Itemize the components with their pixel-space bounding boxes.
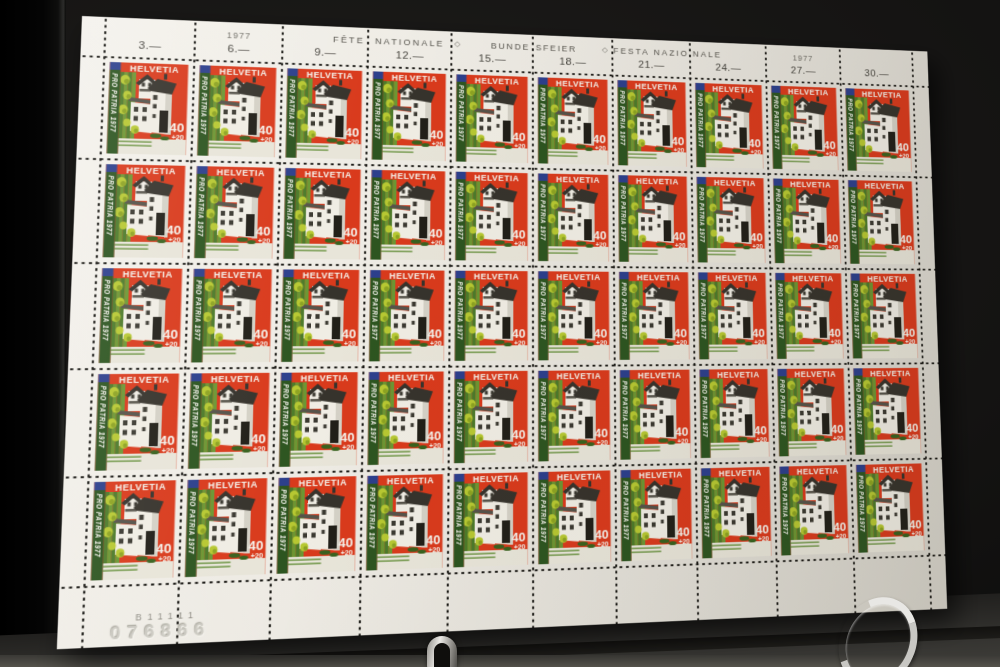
stamp	[278, 163, 367, 265]
stamp	[694, 364, 774, 463]
stamp	[360, 469, 448, 577]
header-column: 1977 27.—	[766, 45, 841, 84]
header-inscription: FESTA NAZIO	[612, 46, 690, 60]
stamp	[179, 473, 273, 584]
header-price-label: 27.—	[766, 65, 841, 80]
stamp	[843, 176, 919, 270]
header-column: 30.—	[840, 48, 914, 87]
stamp	[449, 366, 533, 469]
stamp	[97, 159, 192, 264]
stamp	[770, 268, 848, 364]
stamp	[848, 363, 926, 460]
stamp	[841, 84, 917, 177]
control-number: 076866	[110, 619, 211, 644]
stamp	[366, 67, 451, 167]
stamp	[451, 70, 533, 169]
perforation-line	[531, 35, 535, 628]
header-column: 1977 6.—	[194, 21, 283, 64]
stamp	[690, 78, 768, 174]
header-inscription: NALE	[690, 49, 766, 62]
header-column: 3.—	[104, 17, 195, 60]
stamp	[185, 264, 278, 369]
header-inscription: ◇ BUNDE	[451, 40, 532, 54]
header-column: NALE 24.—	[690, 41, 767, 81]
stamp	[615, 464, 697, 568]
stamp	[362, 367, 449, 471]
stamp	[271, 471, 362, 580]
stamp	[692, 172, 771, 268]
stamp	[182, 368, 275, 475]
diamond-icon: ◇	[454, 40, 462, 51]
header-column: FESTA NAZIO 21.—	[612, 38, 690, 78]
header-price-label: 30.—	[840, 67, 913, 82]
stamp	[363, 265, 449, 367]
header-price-label: 12.—	[368, 49, 452, 65]
header-inscription: NATIONALE	[368, 36, 451, 50]
header-price-label: 24.—	[690, 62, 766, 77]
header-column: SFEIER ◇ 18.—	[533, 35, 613, 76]
album-spine	[0, 0, 66, 667]
header-inscription: 1977	[195, 29, 283, 44]
stamp	[449, 266, 533, 367]
header-inscription-part: BUNDE	[491, 41, 530, 53]
stamp	[450, 167, 533, 267]
header-price-label: 21.—	[612, 59, 690, 74]
header-price-label: 18.—	[533, 56, 613, 72]
stamp	[275, 265, 364, 368]
header-column: FÊTE 9.—	[282, 24, 368, 66]
stamp	[772, 364, 851, 462]
stamp	[93, 263, 189, 369]
header-inscription-part: SFEIER	[536, 43, 577, 55]
stamp	[89, 368, 186, 477]
stamp	[613, 75, 692, 172]
stamp	[273, 367, 363, 473]
stamp	[693, 268, 772, 365]
stamp	[766, 81, 843, 176]
header-price-label: 6.—	[194, 42, 282, 58]
stamp	[280, 63, 368, 165]
stamp	[696, 462, 777, 564]
stamp	[365, 165, 451, 266]
stamp	[614, 267, 695, 365]
stamp	[846, 269, 923, 364]
binder-ring	[427, 636, 457, 667]
stamp-sheet: 3.— 1977 6.— FÊTE 9.— NATIONALE 12.— ◇ BUNDE 15.—…	[57, 16, 947, 649]
stamp	[533, 366, 615, 468]
header-price-label: 9.—	[282, 46, 368, 62]
stamp	[774, 460, 853, 561]
header-column: NATIONALE 12.—	[368, 28, 452, 70]
header-inscription: SFEIER ◇	[533, 43, 613, 57]
stamp	[188, 161, 280, 264]
stamp	[533, 169, 614, 267]
diamond-icon: ◇	[602, 46, 610, 57]
stamp	[101, 57, 195, 161]
stamp	[533, 466, 616, 571]
sheet-top-margin: 3.— 1977 6.— FÊTE 9.— NATIONALE 12.— ◇ BUNDE 15.—…	[82, 16, 927, 51]
header-inscription: 1977	[766, 52, 840, 65]
stamp	[613, 171, 693, 268]
stamp	[533, 267, 615, 367]
stamp	[768, 174, 845, 269]
stamp	[615, 365, 696, 466]
stamp	[84, 475, 182, 587]
header-column: ◇ BUNDE 15.—	[451, 32, 533, 73]
stamp	[533, 73, 613, 171]
stamp	[448, 467, 533, 573]
header-price-label: 15.—	[451, 52, 533, 68]
header-price-label: 3.—	[105, 39, 195, 56]
header-inscription: FÊTE	[283, 33, 369, 47]
stamp	[191, 60, 282, 163]
stamp	[851, 459, 929, 559]
album-photo: HELVETIA PRO PATRIA 1977 40 +20 3.—19776…	[0, 0, 1000, 667]
